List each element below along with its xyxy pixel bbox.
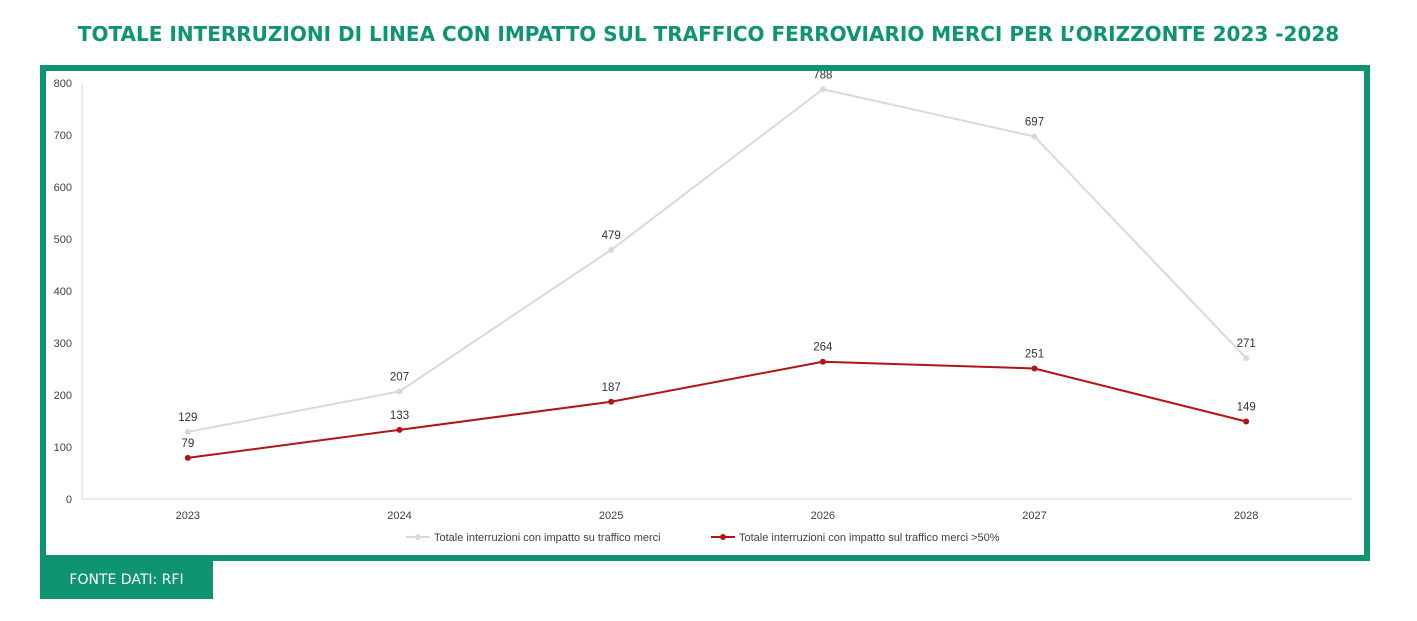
data-point [819,358,826,365]
chart-frame: 0 100 200 300 400 500 600 700 800 2023 2024 2025 20… [40,65,1370,561]
legend-item-1: Totale interruzioni con impatto su traff… [406,532,661,544]
legend-label: Totale interruzioni con impatto su traff… [434,532,661,544]
data-point [184,428,191,435]
y-tick-label: 700 [54,130,72,142]
data-point [396,426,403,433]
legend: Totale interruzioni con impatto su traff… [406,532,1000,544]
data-label: 207 [390,371,409,383]
data-label: 79 [181,438,194,450]
data-label: 788 [813,71,832,81]
data-point [819,86,826,93]
x-tick-label: 2024 [387,510,411,522]
y-tick-label: 500 [54,234,72,246]
data-point [608,398,615,405]
data-point [1243,355,1250,362]
x-tick-label: 2025 [599,510,623,522]
data-label: 479 [602,230,621,242]
legend-item-2: Totale interruzioni con impatto sul traf… [711,532,1000,544]
data-label: 251 [1025,348,1044,360]
series-line [187,360,1247,459]
data-point [1031,133,1038,140]
data-point [184,454,191,461]
y-tick-label: 300 [54,338,72,350]
y-tick-label: 200 [54,390,72,402]
x-axis: 2023 2024 2025 2026 2027 2028 [82,498,1352,522]
series-line [187,88,1247,433]
y-tick-label: 400 [54,286,72,298]
series-layer: 129 207 479 788 697 271 79 133 187 264 251 149 [178,71,1256,461]
legend-marker [720,534,726,540]
data-label: 149 [1237,402,1256,414]
data-point [1031,365,1038,372]
data-label: 133 [390,410,409,422]
data-point [1243,418,1250,425]
series-1: 129 207 479 788 697 271 [178,71,1256,435]
x-tick-label: 2027 [1022,510,1046,522]
y-tick-label: 0 [66,494,72,506]
legend-marker [415,534,421,540]
data-label: 264 [813,342,833,354]
source-label: FONTE DATI: RFI [40,561,213,599]
legend-label: Totale interruzioni con impatto sul traf… [739,532,1000,544]
data-label: 271 [1237,338,1256,350]
x-tick-label: 2026 [811,510,835,522]
x-tick-label: 2023 [176,510,200,522]
data-point [608,246,615,253]
x-tick-label: 2028 [1234,510,1258,522]
y-axis: 0 100 200 300 400 500 600 700 800 [54,78,83,506]
data-point [396,388,403,395]
y-tick-label: 800 [54,78,72,90]
data-label: 187 [602,382,621,394]
y-tick-label: 100 [54,442,72,454]
data-label: 697 [1025,117,1044,129]
page-title: TOTALE INTERRUZIONI DI LINEA CON IMPATTO… [77,22,1340,46]
y-tick-label: 600 [54,182,72,194]
data-label: 129 [178,412,197,424]
series-2: 79 133 187 264 251 149 [181,342,1256,461]
